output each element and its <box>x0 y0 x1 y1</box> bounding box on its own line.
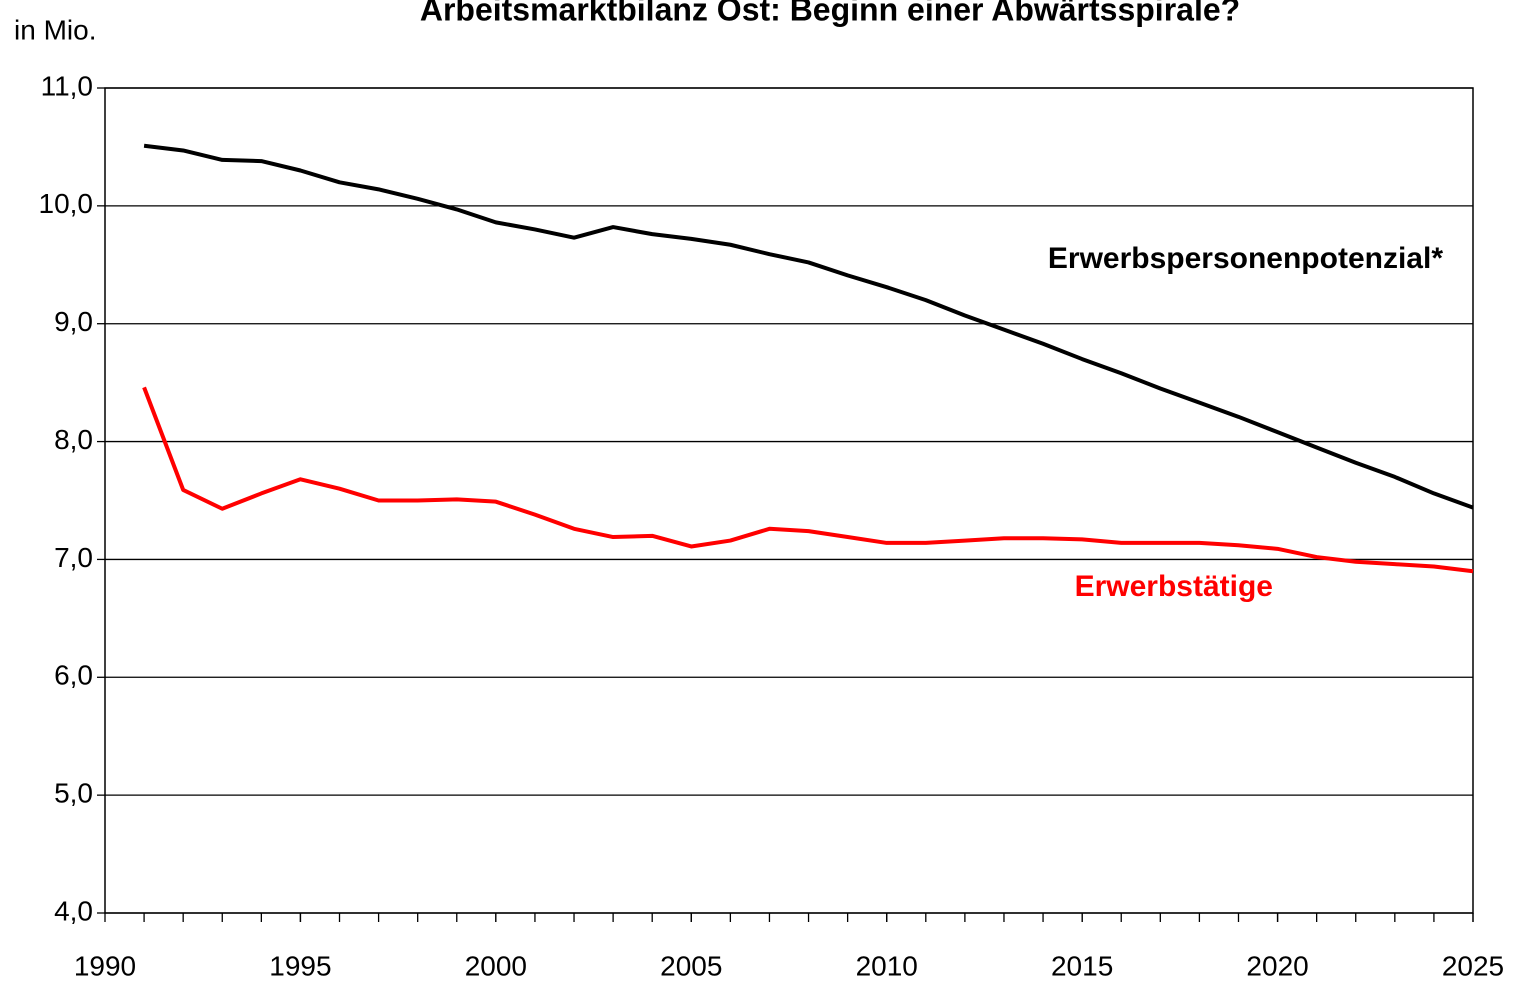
plot-frame <box>104 87 1474 914</box>
series-line <box>143 143 1474 510</box>
x-tick-label: 2015 <box>1051 950 1113 981</box>
y-tick-label: 10,0 <box>39 188 94 219</box>
y-tick-label: 9,0 <box>54 306 93 337</box>
y-tick-label: 7,0 <box>54 542 93 573</box>
x-tick-label: 2005 <box>660 950 722 981</box>
series-label: Erwerbstätige <box>1075 570 1273 603</box>
chart-title: Arbeitsmarktbilanz Ost: Beginn einer Abw… <box>420 0 1240 27</box>
x-tick-label: 2020 <box>1246 950 1308 981</box>
series-label: Erwerbspersonenpotenzial* <box>1048 242 1443 275</box>
x-tick-label: 1990 <box>74 950 136 981</box>
x-tick-label: 2000 <box>465 950 527 981</box>
y-tick-label: 5,0 <box>54 778 93 809</box>
y-tick-label: 4,0 <box>54 895 93 926</box>
series-line <box>142 386 1474 574</box>
x-tick-label: 2025 <box>1442 950 1504 981</box>
x-tick-label: 1995 <box>269 950 331 981</box>
y-axis-label: in Mio. <box>14 14 96 45</box>
y-tick-label: 8,0 <box>54 424 93 455</box>
y-tick-label: 6,0 <box>54 660 93 691</box>
y-tick-label: 11,0 <box>41 70 93 101</box>
x-tick-label: 2010 <box>856 950 918 981</box>
